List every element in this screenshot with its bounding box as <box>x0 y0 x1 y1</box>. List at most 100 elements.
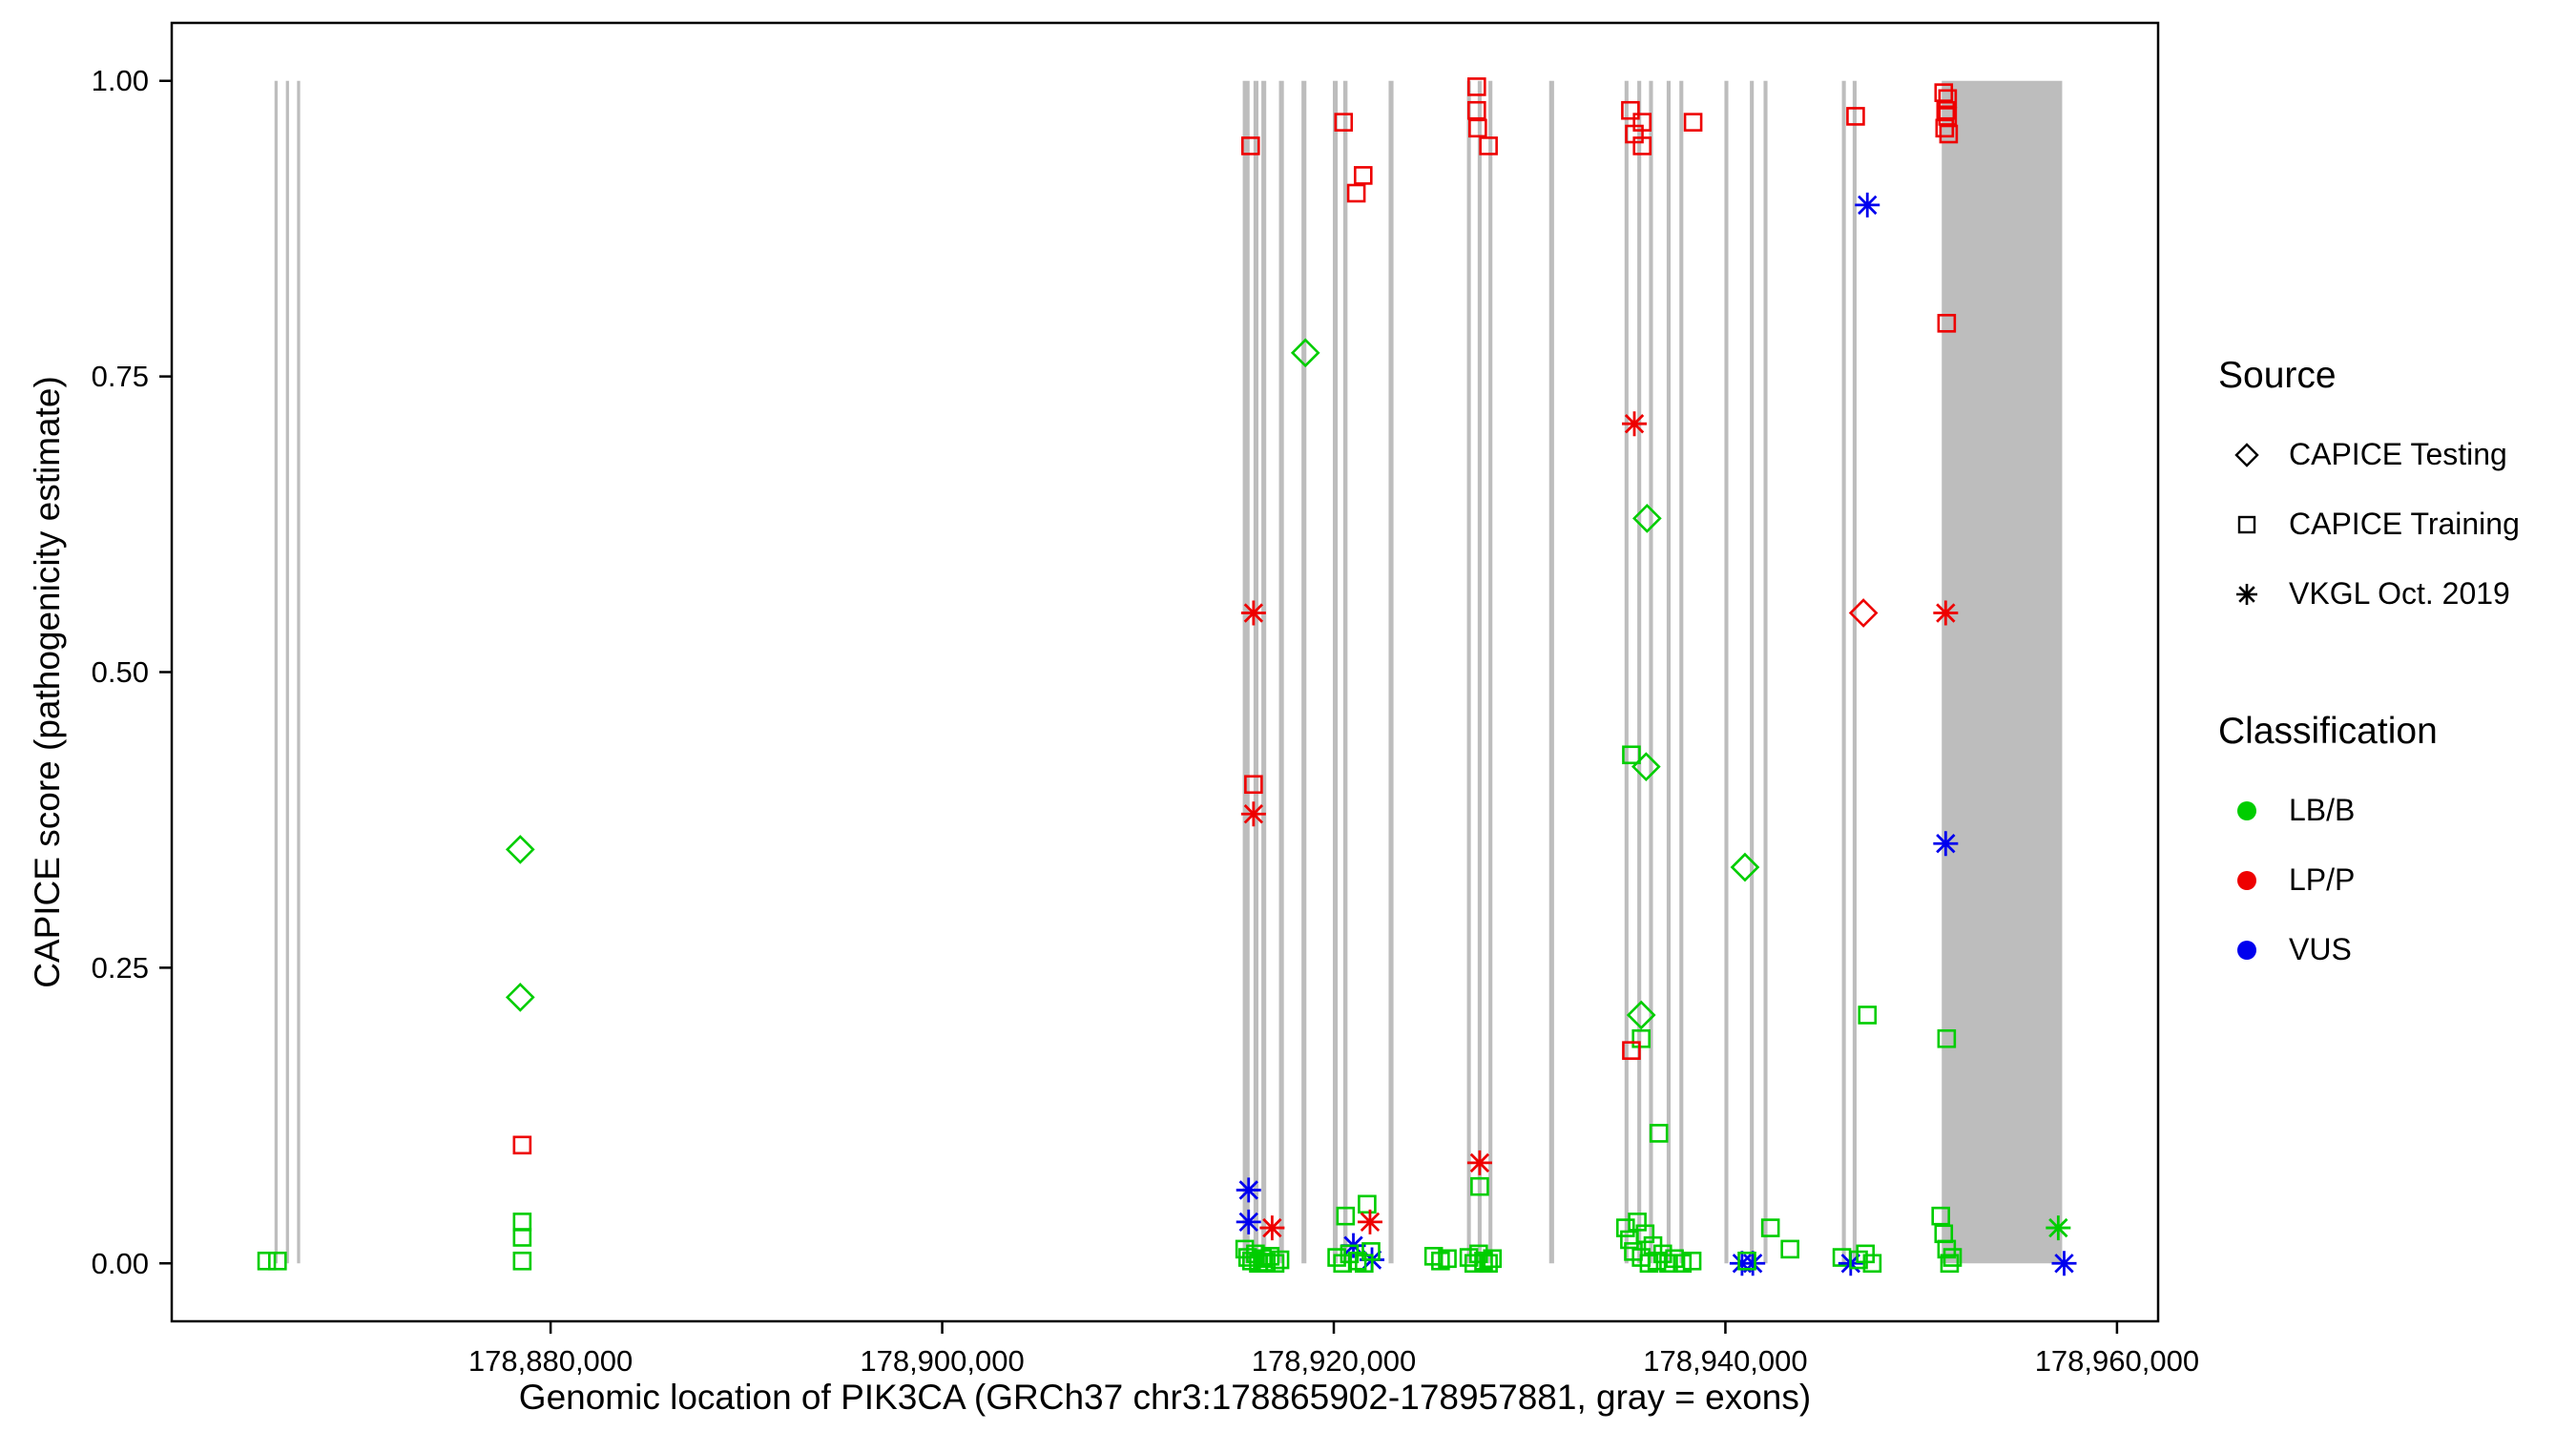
y-tick-label: 0.25 <box>92 951 149 985</box>
data-point <box>1935 118 1955 138</box>
data-point <box>1622 1041 1641 1060</box>
data-point <box>1933 831 1959 857</box>
data-point <box>1459 1248 1479 1267</box>
data-point <box>1357 1209 1382 1234</box>
asterisk-icon <box>2230 577 2264 612</box>
data-point <box>1438 1249 1457 1269</box>
exon-bar <box>1841 80 1846 1264</box>
data-point <box>1334 113 1354 132</box>
exon-bar <box>1679 80 1684 1264</box>
x-tick-label: 178,920,000 <box>1252 1344 1416 1378</box>
data-point <box>1240 136 1260 156</box>
legend-item-lbb: LB/B <box>2218 776 2520 845</box>
data-point <box>1740 1251 1766 1276</box>
exon-bar <box>1488 80 1493 1264</box>
x-tick-label: 178,880,000 <box>468 1344 633 1378</box>
data-point <box>1938 89 1958 109</box>
data-point <box>1855 192 1880 218</box>
legend-item-lpp: LP/P <box>2218 845 2520 915</box>
exon-bar <box>1637 80 1642 1264</box>
data-point <box>1236 1209 1261 1234</box>
data-point <box>1423 1247 1444 1266</box>
y-tick-label: 0.00 <box>92 1247 149 1280</box>
data-point <box>1937 314 1957 333</box>
legend-label: VKGL Oct. 2019 <box>2289 576 2510 611</box>
data-point <box>1347 1251 1367 1271</box>
legend-source: Source CAPICE Testing CAPICE Training VK… <box>2218 355 2520 629</box>
data-point <box>1649 1124 1669 1143</box>
y-tick-label: 0.75 <box>92 360 149 393</box>
legend: Source CAPICE Testing CAPICE Training VK… <box>2218 355 2520 985</box>
x-tick-label: 178,940,000 <box>1643 1344 1807 1378</box>
data-point <box>1361 1242 1381 1261</box>
green-dot-icon <box>2230 794 2264 828</box>
data-point <box>257 1251 277 1271</box>
data-point <box>1265 1254 1285 1274</box>
data-point <box>1862 1254 1882 1274</box>
data-point <box>1236 1177 1261 1203</box>
data-point <box>1479 136 1498 156</box>
data-point <box>512 1213 532 1232</box>
y-tick-label: 0.50 <box>92 655 149 689</box>
data-point <box>1737 1251 1756 1271</box>
data-point <box>1848 598 1879 628</box>
data-point <box>1431 1251 1450 1271</box>
exon-bar <box>1649 80 1653 1264</box>
data-point <box>1940 1254 1960 1274</box>
data-point <box>512 1135 532 1155</box>
legend-label: CAPICE Testing <box>2289 437 2507 471</box>
data-point <box>268 1251 287 1271</box>
exon-bar <box>1666 80 1671 1264</box>
data-point <box>1936 100 1956 120</box>
data-point <box>512 1251 532 1271</box>
data-point <box>1621 100 1640 120</box>
data-point <box>505 835 535 864</box>
data-point <box>1849 1250 1868 1270</box>
data-point <box>1780 1239 1799 1259</box>
data-point <box>1467 100 1486 120</box>
data-point <box>1942 1248 1963 1267</box>
legend-classification-title: Classification <box>2218 711 2438 752</box>
data-point <box>1240 801 1266 827</box>
blue-dot-icon <box>2230 933 2264 967</box>
data-point <box>1470 1176 1489 1196</box>
exon-bar <box>285 80 289 1264</box>
data-point <box>1683 113 1703 132</box>
data-point <box>1466 1150 1492 1175</box>
exon-bar <box>1388 80 1394 1264</box>
data-point <box>1659 1254 1678 1274</box>
square-icon <box>2230 508 2264 542</box>
exon-bar <box>1301 80 1307 1264</box>
data-point <box>1730 852 1760 882</box>
data-point <box>1240 600 1266 626</box>
exon-bar <box>1724 80 1729 1264</box>
data-point <box>1327 1248 1346 1267</box>
data-point <box>505 983 535 1012</box>
data-point <box>1259 1215 1285 1241</box>
data-point <box>1244 775 1263 795</box>
data-point <box>1937 1028 1957 1048</box>
exon-bar <box>1548 80 1554 1264</box>
exon-bar <box>1261 80 1267 1264</box>
data-point <box>1631 1028 1652 1048</box>
exon-bar <box>1852 80 1857 1264</box>
data-point <box>1632 504 1662 533</box>
data-point <box>1464 1254 1484 1274</box>
x-tick-label: 178,900,000 <box>860 1344 1024 1378</box>
data-point <box>1632 136 1652 156</box>
data-point <box>2051 1251 2077 1276</box>
data-point <box>1622 411 1648 437</box>
legend-label: VUS <box>2289 932 2352 966</box>
data-point <box>1760 1218 1780 1237</box>
data-point <box>1468 118 1487 138</box>
legend-label: LB/B <box>2289 793 2356 827</box>
data-point <box>1933 600 1959 626</box>
exon-bar <box>1750 80 1755 1264</box>
data-point <box>1336 1206 1356 1226</box>
data-point <box>1346 183 1366 203</box>
exon-bar <box>1278 80 1284 1264</box>
data-point <box>1939 124 1959 144</box>
data-point <box>512 1228 532 1247</box>
